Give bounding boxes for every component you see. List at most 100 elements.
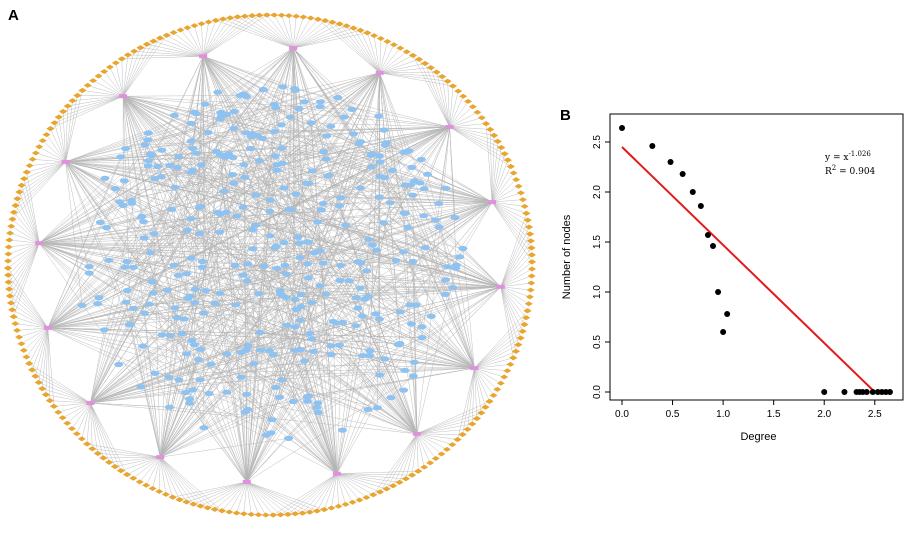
hub-node (119, 94, 128, 99)
compound-node (356, 27, 365, 33)
target-node (242, 391, 252, 397)
target-node (365, 348, 375, 354)
target-node (363, 406, 373, 413)
compound-node (420, 464, 429, 470)
target-node (143, 137, 153, 143)
target-node (143, 130, 153, 136)
target-node (270, 153, 280, 159)
compound-node (77, 436, 86, 442)
fit-equation: y = x-1.026 (824, 150, 871, 163)
compound-node (148, 486, 157, 491)
chart-marks (619, 125, 893, 395)
target-node (307, 300, 317, 306)
target-node (149, 231, 159, 237)
network-nodes (4, 12, 536, 518)
compound-node (443, 78, 452, 84)
compound-node (516, 190, 525, 196)
compound-node (402, 49, 411, 55)
target-node (84, 270, 94, 276)
target-node (249, 361, 259, 367)
target-node (150, 176, 160, 182)
compound-node (522, 315, 531, 321)
compound-node (169, 30, 178, 35)
target-node (309, 348, 318, 355)
compound-node (481, 404, 490, 410)
compound-node (442, 446, 451, 452)
hub-node (375, 70, 384, 75)
target-node (277, 377, 287, 383)
target-node (313, 409, 323, 415)
target-node (145, 250, 155, 256)
target-node (170, 305, 180, 311)
target-node (186, 169, 196, 175)
target-node (423, 171, 432, 177)
target-node (157, 332, 167, 338)
compound-node (142, 482, 151, 488)
target-node (272, 162, 282, 168)
compound-node (41, 392, 50, 397)
target-node (284, 435, 293, 441)
compound-node (327, 505, 336, 511)
target-node (399, 149, 409, 155)
compound-node (396, 45, 405, 51)
compound-node (22, 169, 31, 175)
panel-b-label: B (560, 107, 571, 124)
target-node (222, 389, 232, 395)
compound-node (225, 509, 234, 515)
target-node (374, 113, 384, 119)
target-node (335, 277, 345, 283)
target-node (302, 180, 312, 186)
hub-node (156, 455, 165, 460)
compound-node (73, 92, 82, 98)
compound-node (116, 468, 125, 474)
target-node (122, 287, 132, 294)
target-node (272, 167, 282, 173)
target-node (372, 247, 382, 253)
compound-node (217, 508, 226, 514)
compound-node (190, 23, 199, 29)
hub-node (199, 54, 208, 59)
compound-node (168, 494, 177, 500)
target-node (144, 158, 153, 164)
compound-node (105, 459, 114, 465)
compound-node (129, 475, 138, 481)
compound-node (523, 308, 532, 314)
compound-node (269, 512, 278, 518)
compound-node (105, 64, 114, 70)
target-node (315, 104, 325, 110)
target-node (290, 296, 300, 303)
compound-node (506, 164, 515, 170)
target-node (416, 156, 426, 163)
target-node (93, 301, 103, 307)
compound-node (59, 108, 68, 114)
target-node (281, 271, 291, 277)
target-node (139, 235, 149, 241)
target-node (186, 255, 196, 261)
target-node (344, 278, 354, 284)
target-node (206, 361, 216, 367)
target-node (339, 114, 349, 120)
target-node (169, 112, 179, 118)
compound-node (395, 479, 404, 485)
x-tick-label: 0.0 (615, 409, 629, 420)
target-node (267, 417, 277, 423)
target-node (238, 272, 248, 278)
target-node (200, 101, 210, 107)
compound-node (35, 144, 44, 150)
compound-node (438, 74, 447, 80)
target-node (458, 245, 468, 252)
compound-node (130, 48, 139, 54)
compound-node (458, 432, 467, 438)
target-node (104, 257, 114, 263)
target-node (395, 309, 405, 315)
hub-node (289, 46, 298, 51)
compound-node (232, 510, 241, 516)
target-node (304, 393, 313, 399)
hub-node (86, 401, 95, 405)
compound-node (31, 150, 40, 156)
target-node (228, 172, 238, 178)
target-node (304, 275, 313, 281)
compound-node (15, 334, 24, 340)
compound-node (523, 217, 532, 223)
target-node (170, 184, 180, 190)
